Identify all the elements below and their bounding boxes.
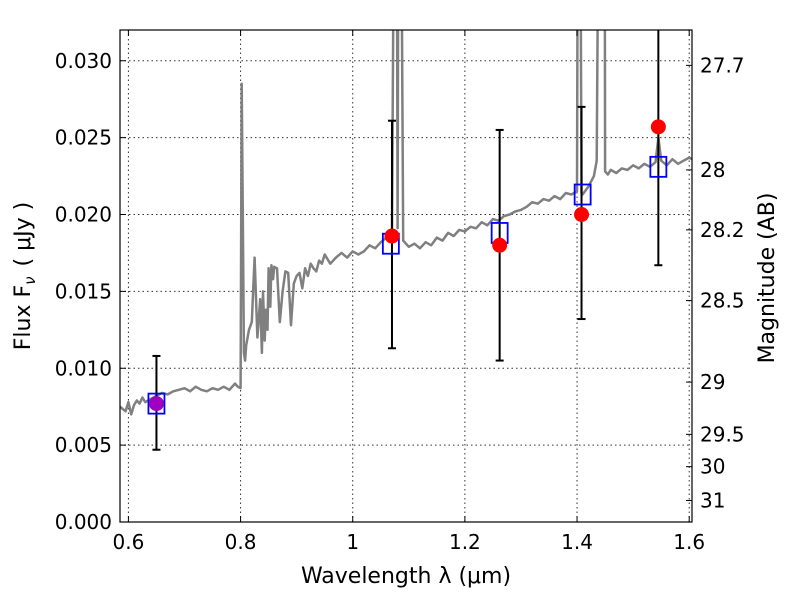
right-tick-label: 28.5 bbox=[700, 289, 745, 313]
y-tick-label: 0.010 bbox=[55, 356, 112, 380]
y-tick-label: 0.020 bbox=[55, 203, 112, 227]
plot-frame bbox=[119, 29, 693, 523]
observed-flux-point bbox=[650, 119, 666, 135]
y-axis-title-main: Flux F bbox=[11, 285, 36, 350]
right-tick-label: 31 bbox=[700, 488, 725, 512]
x-tick-labels: 0.6 0.8 1 1.2 1.4 1.6 bbox=[113, 530, 706, 554]
y-axis-title-subscript: ν bbox=[21, 276, 39, 284]
observed-flux-point bbox=[492, 237, 508, 253]
model-spectrum-series bbox=[120, 30, 692, 416]
x-tick-label: 0.6 bbox=[113, 530, 145, 554]
synthetic-photometry-square bbox=[147, 392, 166, 415]
x-tick-label: 1.2 bbox=[449, 530, 481, 554]
x-axis-title: Wavelength λ (μm) bbox=[301, 564, 511, 589]
observed-flux-point bbox=[148, 396, 164, 412]
axis-ticks bbox=[120, 30, 692, 523]
observed-flux-point bbox=[574, 207, 590, 222]
right-axis-title: Magnitude (AB) bbox=[755, 193, 780, 364]
y-tick-label: 0.015 bbox=[55, 279, 112, 303]
right-tick-label: 27.7 bbox=[700, 53, 745, 77]
y-tick-label: 0.005 bbox=[55, 433, 112, 457]
right-tick-label: 28.2 bbox=[700, 218, 745, 242]
x-tick-label: 0.8 bbox=[225, 530, 257, 554]
y-tick-label: 0.000 bbox=[55, 510, 112, 534]
right-tick-label: 29.5 bbox=[700, 422, 745, 446]
y-tick-label: 0.030 bbox=[55, 49, 112, 73]
y-tick-labels: 0.000 0.005 0.010 0.015 0.020 0.025 0.030 bbox=[55, 49, 112, 534]
right-tick-label: 29 bbox=[700, 370, 725, 394]
grid bbox=[120, 30, 692, 523]
right-tick-label: 28 bbox=[700, 158, 725, 182]
y-tick-label: 0.025 bbox=[55, 126, 112, 150]
x-tick-label: 1.6 bbox=[673, 530, 705, 554]
y-axis-title-unit: ( μJy ) bbox=[11, 202, 36, 267]
right-magnitude-tick-labels: 27.7 28 28.2 28.5 29 29.5 30 31 bbox=[700, 53, 745, 512]
x-tick-label: 1.4 bbox=[561, 530, 593, 554]
observed-flux-series bbox=[148, 119, 666, 412]
x-tick-label: 1 bbox=[346, 530, 359, 554]
right-tick-label: 30 bbox=[700, 455, 725, 479]
observed-flux-point bbox=[384, 228, 400, 244]
model-spectrum-line bbox=[120, 30, 692, 416]
synthetic-photometry-square bbox=[649, 155, 668, 178]
y-axis-title: Flux Fν ( μJy ) bbox=[11, 202, 39, 350]
synthetic-photometry-square bbox=[573, 183, 592, 206]
